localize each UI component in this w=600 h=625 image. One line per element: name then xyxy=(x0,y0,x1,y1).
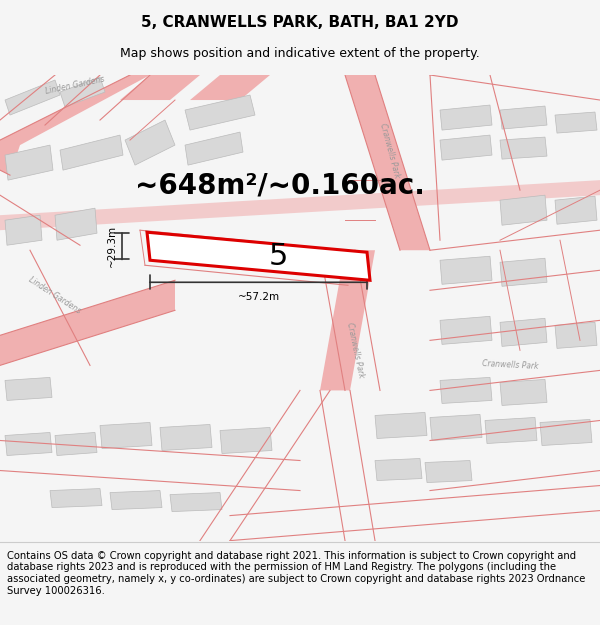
Polygon shape xyxy=(540,419,592,446)
Polygon shape xyxy=(185,132,243,165)
Polygon shape xyxy=(440,135,492,160)
Polygon shape xyxy=(555,196,597,224)
Text: 5: 5 xyxy=(269,242,288,271)
Polygon shape xyxy=(5,378,52,401)
Polygon shape xyxy=(5,432,52,456)
Polygon shape xyxy=(185,95,255,130)
Polygon shape xyxy=(485,418,537,444)
Polygon shape xyxy=(425,461,472,482)
Text: 5, CRANWELLS PARK, BATH, BA1 2YD: 5, CRANWELLS PARK, BATH, BA1 2YD xyxy=(141,15,459,30)
Polygon shape xyxy=(500,258,547,286)
Polygon shape xyxy=(220,428,272,454)
Polygon shape xyxy=(440,316,492,344)
Polygon shape xyxy=(555,322,597,348)
Text: Map shows position and indicative extent of the property.: Map shows position and indicative extent… xyxy=(120,48,480,61)
Polygon shape xyxy=(5,215,42,245)
Text: ~648m²/~0.160ac.: ~648m²/~0.160ac. xyxy=(135,171,425,199)
Polygon shape xyxy=(440,105,492,130)
Polygon shape xyxy=(110,491,162,509)
Polygon shape xyxy=(170,492,222,512)
Polygon shape xyxy=(0,75,150,175)
Polygon shape xyxy=(120,75,200,100)
Text: Linden Gardens: Linden Gardens xyxy=(27,275,83,316)
Polygon shape xyxy=(375,412,427,439)
Polygon shape xyxy=(147,232,370,280)
Polygon shape xyxy=(60,77,105,107)
Polygon shape xyxy=(55,432,97,456)
Polygon shape xyxy=(60,135,123,170)
Text: Cranwells Park: Cranwells Park xyxy=(482,359,538,371)
Polygon shape xyxy=(55,208,97,240)
Polygon shape xyxy=(125,120,175,165)
Polygon shape xyxy=(375,459,422,481)
Polygon shape xyxy=(500,379,547,406)
Text: ~57.2m: ~57.2m xyxy=(238,292,280,302)
Polygon shape xyxy=(190,75,270,100)
Polygon shape xyxy=(345,75,430,250)
Polygon shape xyxy=(555,112,597,133)
Polygon shape xyxy=(0,280,175,366)
Text: Contains OS data © Crown copyright and database right 2021. This information is : Contains OS data © Crown copyright and d… xyxy=(7,551,586,596)
Polygon shape xyxy=(5,80,60,115)
Text: Linden Gardens: Linden Gardens xyxy=(44,74,106,96)
Polygon shape xyxy=(320,250,375,391)
Polygon shape xyxy=(50,489,102,508)
Polygon shape xyxy=(500,318,547,346)
Text: Cranwells Park: Cranwells Park xyxy=(379,122,401,179)
Polygon shape xyxy=(500,137,547,159)
Polygon shape xyxy=(500,106,547,129)
Polygon shape xyxy=(100,422,152,449)
Polygon shape xyxy=(440,378,492,404)
Polygon shape xyxy=(5,145,53,180)
Text: ~29.3m: ~29.3m xyxy=(107,225,117,268)
Polygon shape xyxy=(500,195,547,225)
Text: Cranwells Park: Cranwells Park xyxy=(345,322,365,379)
Polygon shape xyxy=(0,180,600,230)
Polygon shape xyxy=(160,424,212,451)
Polygon shape xyxy=(430,414,482,441)
Polygon shape xyxy=(440,256,492,284)
